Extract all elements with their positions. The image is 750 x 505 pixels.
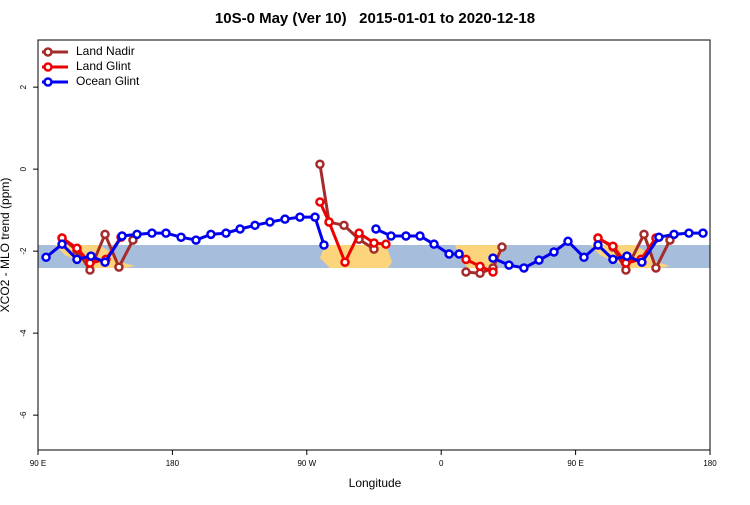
- data-point: [57, 239, 67, 249]
- data-point: [549, 247, 559, 257]
- data-point: [206, 229, 216, 240]
- data-point: [176, 232, 186, 242]
- data-point: [669, 229, 679, 240]
- data-point: [72, 243, 82, 254]
- data-point: [161, 228, 171, 238]
- data-point: [100, 257, 110, 267]
- y-tick-label: 0: [19, 166, 28, 171]
- data-point: [354, 228, 364, 238]
- y-tick-label: -6: [19, 411, 28, 419]
- data-point: [698, 228, 708, 238]
- legend-marker: [43, 47, 53, 57]
- data-point: [579, 252, 589, 263]
- data-point: [310, 212, 320, 222]
- data-point: [475, 261, 485, 272]
- x-tick-label: 180: [166, 459, 180, 468]
- y-tick-label: -2: [19, 247, 28, 255]
- data-point: [132, 229, 142, 240]
- data-point: [86, 251, 96, 261]
- x-tick-label: 0: [439, 459, 444, 468]
- data-point: [488, 267, 498, 277]
- data-point: [519, 263, 529, 273]
- data-point: [608, 254, 618, 265]
- legend-label: Land Nadir: [76, 44, 135, 58]
- data-point: [324, 217, 334, 227]
- y-axis-label: XCO2 - MLO trend (ppm): [0, 178, 12, 313]
- data-point: [651, 263, 661, 273]
- data-point: [461, 254, 471, 265]
- data-point: [386, 231, 396, 241]
- x-tick-label: 180: [703, 459, 717, 468]
- data-point: [637, 257, 647, 267]
- data-point: [339, 220, 349, 231]
- data-point: [114, 262, 124, 272]
- x-tick-label: 90 W: [297, 459, 316, 468]
- x-axis-label: Longitude: [349, 476, 402, 490]
- y-tick-label: 2: [19, 84, 28, 89]
- data-point: [593, 240, 603, 250]
- legend-label: Land Glint: [76, 59, 131, 73]
- data-point: [250, 220, 260, 231]
- data-point: [497, 242, 507, 252]
- data-point: [684, 228, 694, 238]
- data-point: [654, 232, 664, 242]
- data-point: [444, 249, 454, 259]
- data-point: [315, 197, 325, 207]
- data-point: [563, 236, 573, 247]
- x-tick-label: 90 E: [567, 459, 583, 468]
- data-point: [100, 229, 110, 240]
- data-point: [371, 224, 381, 234]
- data-point: [381, 239, 391, 249]
- data-point: [147, 228, 157, 238]
- legend-label: Ocean Glint: [76, 74, 140, 88]
- data-point: [315, 159, 325, 169]
- data-point: [221, 228, 231, 238]
- data-point: [461, 267, 471, 277]
- data-point: [534, 255, 544, 265]
- data-point: [117, 231, 127, 241]
- data-point: [295, 212, 305, 222]
- data-point: [488, 253, 498, 263]
- data-point: [429, 239, 439, 249]
- data-point: [622, 251, 632, 261]
- legend-marker: [43, 77, 53, 87]
- data-point: [41, 252, 51, 263]
- land: [320, 245, 392, 268]
- data-point: [235, 224, 245, 234]
- data-point: [608, 241, 618, 251]
- data-point: [191, 235, 201, 245]
- data-point: [639, 229, 649, 240]
- legend-marker: [43, 62, 53, 72]
- data-point: [280, 214, 290, 224]
- chart-title: 10S-0 May (Ver 10) 2015-01-01 to 2020-12…: [215, 10, 535, 27]
- data-point: [415, 231, 425, 241]
- data-point: [401, 231, 411, 241]
- data-point: [340, 257, 350, 267]
- y-tick-label: -4: [19, 329, 28, 337]
- plot-frame: [37, 39, 711, 451]
- data-point: [319, 240, 329, 250]
- data-point: [265, 217, 275, 227]
- x-tick-label: 90 E: [30, 459, 46, 468]
- data-point: [369, 238, 379, 248]
- data-point: [72, 254, 82, 265]
- data-point: [454, 249, 464, 259]
- data-point: [504, 260, 514, 270]
